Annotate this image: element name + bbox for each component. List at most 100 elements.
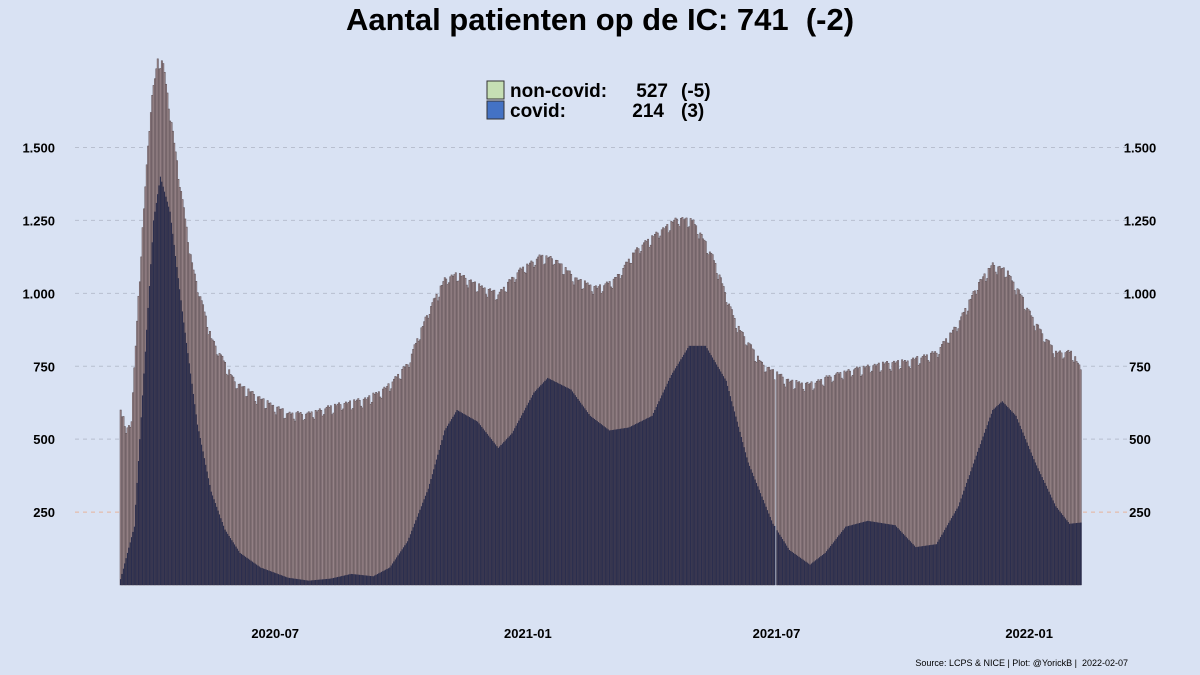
legend: non-covid: 527 (-5) covid: 214 (3) bbox=[486, 80, 711, 122]
bar-covid-487 bbox=[788, 550, 791, 585]
bar-covid-253 bbox=[467, 416, 470, 585]
y-tick-label-left-5: 1.500 bbox=[22, 141, 55, 156]
bar-covid-175 bbox=[360, 574, 363, 585]
bar-covid-482 bbox=[781, 539, 784, 585]
bar-covid-678 bbox=[1051, 497, 1053, 585]
bar-covid-173 bbox=[357, 574, 360, 585]
bar-covid-429 bbox=[709, 352, 711, 585]
bar-covid-614 bbox=[963, 490, 965, 585]
bar-covid-508 bbox=[817, 558, 820, 585]
bar-covid-404 bbox=[674, 368, 677, 585]
bar-covid-463 bbox=[755, 482, 758, 585]
bar-covid-220 bbox=[422, 502, 424, 585]
bar-covid-356 bbox=[608, 430, 611, 585]
bar-covid-591 bbox=[931, 544, 934, 585]
bar-covid-642 bbox=[1001, 401, 1004, 585]
bar-covid-54 bbox=[194, 404, 196, 585]
bar-covid-523 bbox=[838, 535, 840, 585]
bar-covid-130 bbox=[298, 579, 301, 585]
bar-covid-461 bbox=[753, 476, 755, 585]
bar-covid-308 bbox=[543, 382, 545, 585]
bar-covid-229 bbox=[434, 464, 437, 585]
bar-covid-558 bbox=[886, 523, 889, 585]
bar-covid-38 bbox=[172, 233, 174, 585]
bar-covid-528 bbox=[845, 526, 847, 585]
bar-covid-295 bbox=[525, 407, 527, 585]
y-tick-label-left-0: 250 bbox=[33, 505, 55, 520]
bar-covid-155 bbox=[332, 577, 335, 585]
bar-covid-500 bbox=[806, 562, 809, 585]
bar-covid-194 bbox=[386, 568, 389, 585]
bar-covid-157 bbox=[335, 577, 338, 585]
bar-covid-81 bbox=[231, 540, 233, 585]
bar-covid-312 bbox=[548, 378, 551, 585]
bar-covid-218 bbox=[419, 509, 422, 585]
bar-covid-174 bbox=[358, 574, 361, 585]
bar-covid-36 bbox=[169, 211, 172, 586]
bar-covid-1 bbox=[121, 573, 124, 585]
bar-covid-650 bbox=[1012, 412, 1015, 585]
bar-covid-92 bbox=[246, 557, 249, 585]
bar-covid-321 bbox=[560, 384, 563, 585]
bar-covid-26 bbox=[155, 202, 158, 586]
bar-covid-433 bbox=[714, 362, 717, 585]
bar-covid-417 bbox=[692, 345, 695, 585]
bar-covid-503 bbox=[810, 563, 813, 585]
bar-covid-207 bbox=[404, 545, 406, 585]
bar-covid-346 bbox=[595, 420, 597, 585]
bar-covid-439 bbox=[722, 376, 725, 585]
bar-covid-224 bbox=[427, 488, 430, 585]
bar-covid-44 bbox=[180, 300, 183, 585]
bar-covid-426 bbox=[705, 345, 707, 585]
bar-covid-344 bbox=[592, 417, 595, 585]
bar-covid-428 bbox=[707, 350, 710, 585]
bar-covid-639 bbox=[997, 405, 1000, 585]
bar-covid-60 bbox=[202, 451, 205, 585]
bar-covid-656 bbox=[1020, 429, 1023, 585]
bar-covid-389 bbox=[654, 410, 656, 585]
bar-covid-681 bbox=[1055, 506, 1057, 585]
bar-covid-652 bbox=[1015, 415, 1018, 585]
bar-covid-296 bbox=[526, 405, 529, 585]
bar-covid-263 bbox=[481, 426, 483, 585]
bar-covid-677 bbox=[1049, 494, 1052, 585]
bar-covid-216 bbox=[416, 516, 419, 585]
bar-covid-522 bbox=[836, 537, 839, 585]
bar-covid-78 bbox=[227, 533, 229, 585]
bar-covid-516 bbox=[828, 547, 831, 585]
bar-covid-554 bbox=[880, 523, 883, 585]
bar-covid-586 bbox=[924, 545, 927, 585]
bar-covid-46 bbox=[183, 322, 185, 585]
bar-covid-360 bbox=[614, 429, 617, 585]
bar-covid-238 bbox=[446, 425, 449, 585]
bar-covid-655 bbox=[1019, 425, 1022, 585]
bar-covid-114 bbox=[276, 573, 279, 586]
bar-covid-105 bbox=[264, 569, 266, 585]
bar-covid-258 bbox=[474, 420, 476, 585]
bar-covid-563 bbox=[893, 524, 895, 585]
bar-covid-355 bbox=[607, 429, 610, 586]
bar-covid-226 bbox=[430, 479, 433, 585]
bar-covid-384 bbox=[647, 417, 650, 585]
bar-covid-305 bbox=[538, 386, 541, 585]
bar-covid-20 bbox=[147, 307, 150, 585]
bar-covid-350 bbox=[600, 424, 603, 585]
bar-covid-209 bbox=[407, 541, 409, 585]
bar-covid-553 bbox=[879, 522, 882, 585]
bar-covid-623 bbox=[975, 455, 978, 585]
bar-covid-14 bbox=[139, 439, 141, 585]
bar-covid-532 bbox=[850, 525, 853, 585]
bar-covid-170 bbox=[353, 574, 356, 585]
bar-covid-597 bbox=[939, 537, 942, 585]
bar-covid-472 bbox=[768, 513, 770, 585]
bar-covid-21 bbox=[148, 286, 151, 585]
bar-covid-262 bbox=[479, 425, 482, 585]
bar-covid-290 bbox=[518, 420, 520, 585]
bar-covid-327 bbox=[569, 388, 571, 585]
bar-covid-494 bbox=[798, 556, 801, 585]
bar-covid-100 bbox=[257, 565, 260, 585]
bar-covid-353 bbox=[604, 427, 607, 585]
bar-covid-524 bbox=[839, 533, 842, 585]
bar-covid-668 bbox=[1037, 468, 1040, 585]
x-tick-label-0: 2020-07 bbox=[251, 626, 299, 641]
